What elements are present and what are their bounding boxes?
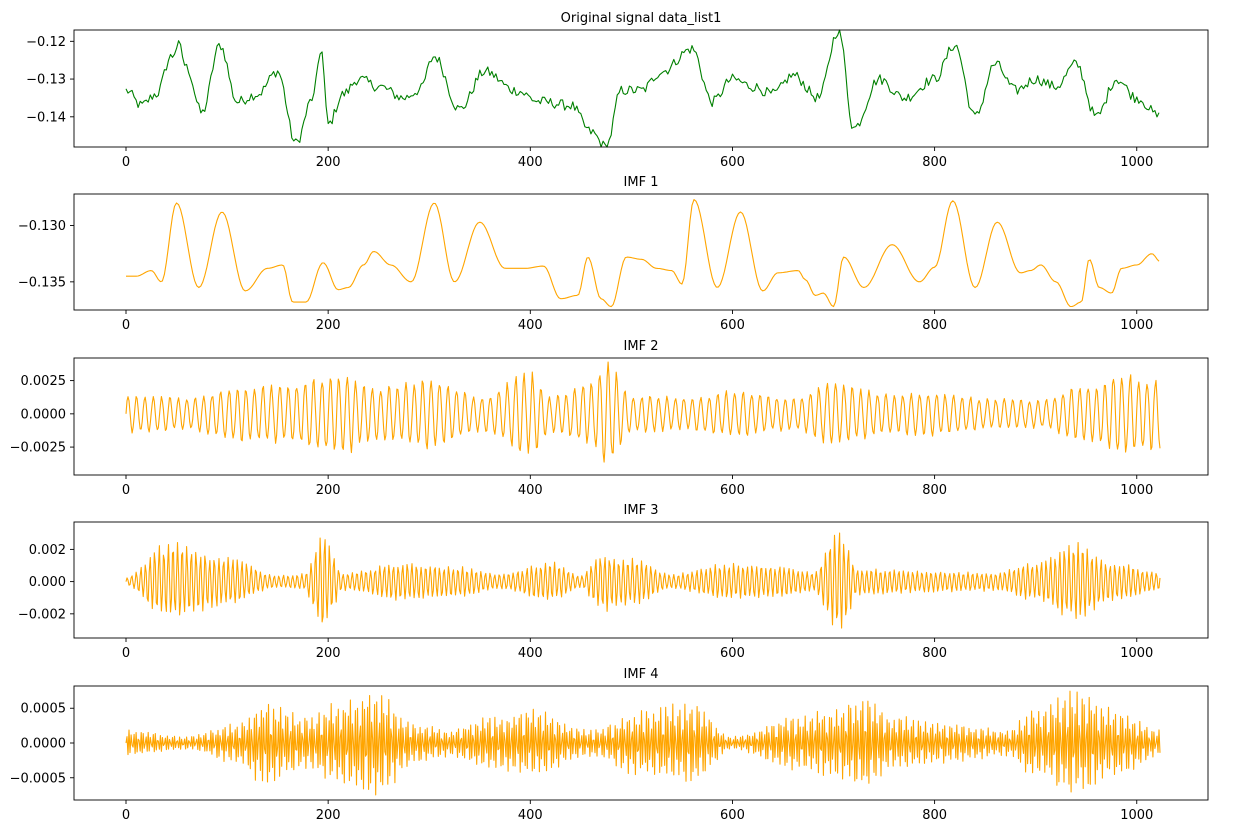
y-tick-label: 0.0025	[21, 374, 67, 389]
x-tick-label: 600	[720, 155, 745, 170]
axes-frame	[73, 357, 1209, 476]
x-tick-label: 0	[122, 808, 130, 823]
x-tick-label: 800	[922, 318, 947, 333]
x-tick-label: 800	[922, 155, 947, 170]
subplot-title: IMF 4	[624, 667, 659, 682]
x-tick-label: 600	[720, 808, 745, 823]
x-tick-label: 1000	[1120, 483, 1153, 498]
x-tick-label: 0	[122, 483, 130, 498]
x-tick-label: 200	[316, 155, 341, 170]
x-tick-label: 400	[518, 808, 543, 823]
subplot-5: IMF 4 0 200 400 600 800 1000 0.0005 0.0000 −0.000…	[10, 667, 1209, 823]
x-tick-label: 200	[316, 808, 341, 823]
x-tick-label: 400	[518, 646, 543, 661]
y-tick-label: 0.0000	[21, 407, 67, 422]
axes-frame	[73, 521, 1209, 639]
x-tick-label: 1000	[1120, 646, 1153, 661]
y-tick-label: −0.0025	[10, 441, 66, 456]
y-tick-label: −0.13	[26, 73, 66, 88]
series-line	[125, 361, 1161, 463]
x-tick-label: 1000	[1120, 155, 1153, 170]
x-tick-label: 400	[518, 483, 543, 498]
y-tick-label: 0.000	[29, 575, 66, 590]
axes-frame	[73, 193, 1209, 311]
series-line	[125, 29, 1160, 148]
subplot-4: IMF 3 0 200 400 600 800 1000 0.002 0.000 −0.002	[18, 503, 1209, 661]
series-line	[126, 199, 1160, 308]
subplot-3: IMF 2 0 200 400 600 800 1000 0.0025 0.0000 −0.002…	[10, 339, 1209, 498]
series-line	[125, 690, 1161, 796]
y-tick-label: −0.12	[26, 35, 66, 50]
subplot-title: IMF 2	[624, 339, 659, 354]
x-tick-label: 200	[316, 646, 341, 661]
y-tick-label: −0.0005	[10, 771, 66, 786]
x-tick-label: 400	[518, 155, 543, 170]
subplot-title: IMF 1	[624, 175, 659, 190]
subplot-2: IMF 1 0 200 400 600 800 1000 −0.130 −0.135	[18, 175, 1209, 333]
y-tick-label: −0.130	[18, 219, 66, 234]
x-tick-label: 400	[518, 318, 543, 333]
y-tick-label: 0.0005	[21, 702, 67, 717]
y-tick-label: −0.135	[18, 275, 66, 290]
x-tick-label: 1000	[1120, 318, 1153, 333]
subplot-1: Original signal data_list1 0 200 400 600 800 1…	[26, 11, 1209, 170]
x-tick-label: 0	[122, 646, 130, 661]
x-tick-label: 800	[922, 483, 947, 498]
subplot-title: IMF 3	[624, 503, 659, 518]
axes-frame	[73, 29, 1209, 148]
x-tick-label: 0	[122, 155, 130, 170]
x-tick-label: 800	[922, 646, 947, 661]
subplot-title: Original signal data_list1	[561, 11, 722, 26]
x-tick-label: 200	[316, 483, 341, 498]
y-tick-label: −0.14	[26, 110, 66, 125]
x-tick-label: 200	[316, 318, 341, 333]
y-tick-label: −0.002	[18, 607, 66, 622]
x-tick-label: 600	[720, 646, 745, 661]
series-line	[125, 532, 1161, 629]
x-tick-label: 1000	[1120, 808, 1153, 823]
y-tick-label: 0.002	[29, 543, 66, 558]
x-tick-label: 600	[720, 483, 745, 498]
x-tick-label: 0	[122, 318, 130, 333]
x-tick-label: 600	[720, 318, 745, 333]
x-tick-label: 800	[922, 808, 947, 823]
y-tick-label: 0.0000	[21, 737, 67, 752]
